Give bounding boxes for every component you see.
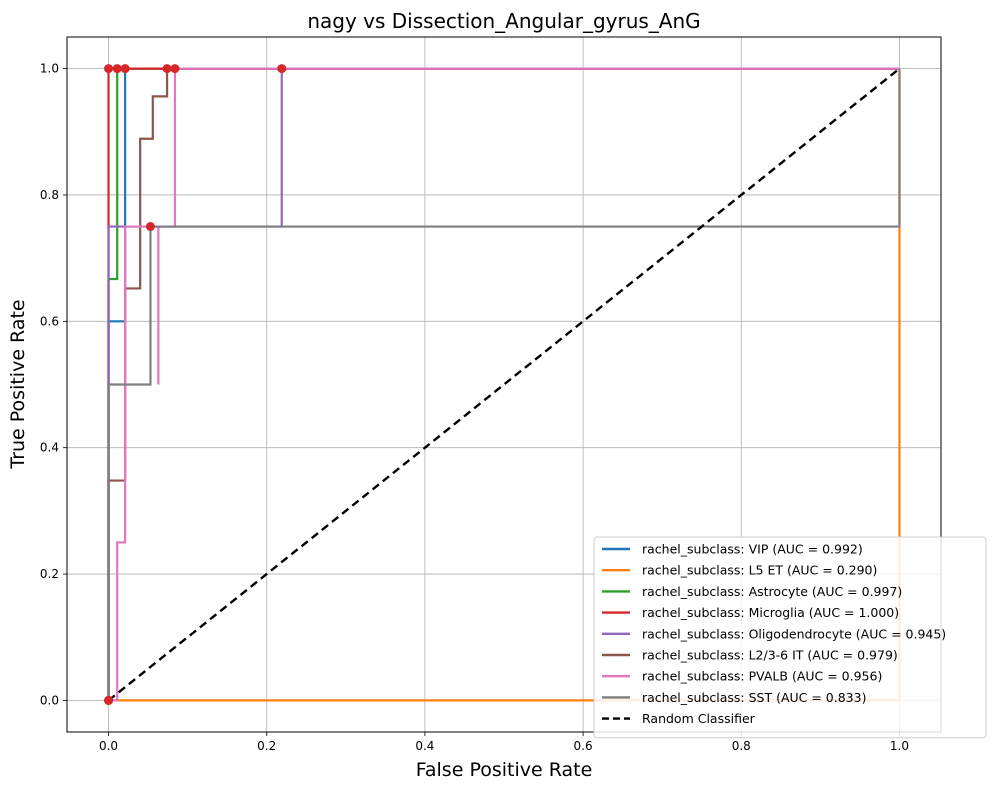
- origin-marker: [104, 695, 114, 705]
- y-tick-label: 0.6: [40, 314, 59, 328]
- threshold-marker: [104, 64, 114, 74]
- y-tick-label: 1.0: [40, 62, 59, 76]
- legend-label: rachel_subclass: SST (AUC = 0.833): [642, 690, 866, 705]
- threshold-marker: [112, 64, 122, 74]
- legend-label: Random Classifier: [642, 711, 756, 726]
- y-tick-label: 0.2: [40, 567, 59, 581]
- y-tick-label: 0.4: [40, 441, 59, 455]
- threshold-marker: [162, 64, 172, 74]
- threshold-marker: [120, 64, 130, 74]
- legend: rachel_subclass: VIP (AUC = 0.992) rachel…: [593, 536, 987, 739]
- legend-label: rachel_subclass: Astrocyte (AUC = 0.997): [642, 584, 902, 599]
- legend-label: rachel_subclass: Microglia (AUC = 1.000): [642, 605, 899, 620]
- chart-title: nagy vs Dissection_Angular_gyrus_AnG: [307, 9, 700, 33]
- legend-box: [593, 536, 987, 739]
- x-tick-label: 0.2: [257, 739, 276, 753]
- x-tick-label: 0.0: [99, 739, 118, 753]
- grid: [67, 37, 941, 732]
- plot-frame: [66, 36, 942, 733]
- series-line-7: [107, 68, 901, 701]
- x-tick-label: 0.6: [574, 739, 593, 753]
- legend-label: rachel_subclass: PVALB (AUC = 0.956): [642, 669, 882, 684]
- marker-layer: [104, 64, 287, 705]
- y-tick-label: 0.8: [40, 188, 59, 202]
- y-axis-ticks: 0.0 0.2 0.4 0.6 0.8 1.0: [40, 62, 67, 707]
- x-tick-label: 0.4: [415, 739, 434, 753]
- threshold-marker: [170, 64, 180, 74]
- threshold-marker: [145, 222, 155, 232]
- x-tick-label: 0.8: [732, 739, 751, 753]
- legend-label: rachel_subclass: Oligodendrocyte (AUC = …: [642, 626, 946, 641]
- x-axis-ticks: 0.0 0.2 0.4 0.6 0.8 1.0: [99, 732, 909, 753]
- legend-label: rachel_subclass: L2/3-6 IT (AUC = 0.979): [642, 648, 898, 663]
- x-tick-label: 1.0: [890, 739, 909, 753]
- legend-label: rachel_subclass: L5 ET (AUC = 0.290): [642, 563, 877, 578]
- y-tick-label: 0.0: [40, 693, 59, 707]
- y-axis-label: True Positive Rate: [7, 299, 29, 469]
- series-line-5: [107, 67, 900, 701]
- x-axis-label: False Positive Rate: [416, 759, 593, 781]
- threshold-marker: [277, 64, 287, 74]
- legend-label: rachel_subclass: VIP (AUC = 0.992): [642, 542, 863, 557]
